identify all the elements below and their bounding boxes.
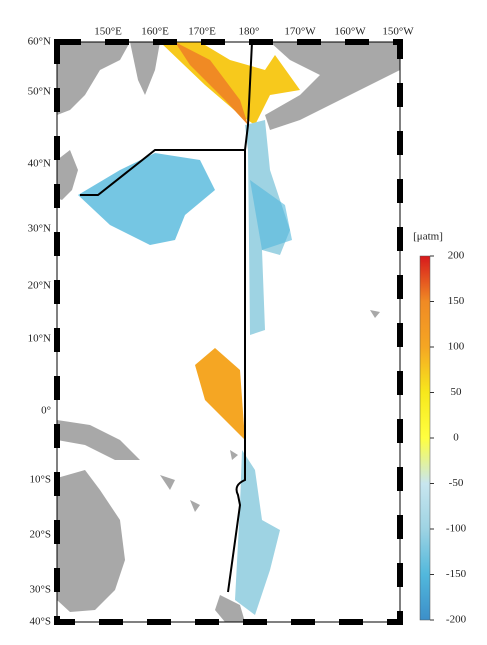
colorbar-tick-label: -150 [446,568,467,580]
lon-label: 180° [239,26,260,38]
map-area [54,39,403,625]
colorbar-tick-label: 200 [448,250,465,262]
land [57,42,400,622]
colorbar-tick-label: -50 [449,477,464,489]
colorbar-tick-label: 0 [453,432,459,444]
lat-label: 0° [41,405,51,417]
lat-label: 10°N [28,333,51,345]
colorbar-bar [419,255,431,621]
ship-track-south [227,150,246,593]
colorbar-tick-label: 100 [448,341,465,353]
ship-track-north [80,42,253,196]
colorbar: [μatm] 200 150 100 50 0 -50 -100 -150 -200 [413,231,466,626]
lat-label: 30°N [28,223,51,235]
lon-label: 150°E [94,26,122,38]
lon-label: 170°E [188,26,216,38]
map-frame-checker [54,39,403,625]
colorbar-tick-label: -200 [446,614,467,626]
lon-label: 170°W [284,26,316,38]
lat-label: 60°N [28,36,51,48]
lat-label: 20°S [29,529,51,541]
colorbar-tick-label: -100 [446,523,467,535]
lat-label: 30°S [29,584,51,596]
lat-label: 40°S [29,616,51,628]
data-patches [78,42,300,615]
lon-label: 160°W [334,26,366,38]
axis-labels: 150°E 160°E 170°E 180° 170°W 160°W 150°W 60°N 50… [28,26,415,628]
lat-label: 20°N [28,280,51,292]
colorbar-tick-label: 50 [451,386,463,398]
lat-label: 10°S [29,474,51,486]
lon-label: 160°E [141,26,169,38]
lat-label: 40°N [28,158,51,170]
colorbar-tick-label: 150 [448,295,465,307]
lat-label: 50°N [28,86,51,98]
colorbar-unit: [μatm] [413,231,443,243]
lon-label: 150°W [382,26,414,38]
